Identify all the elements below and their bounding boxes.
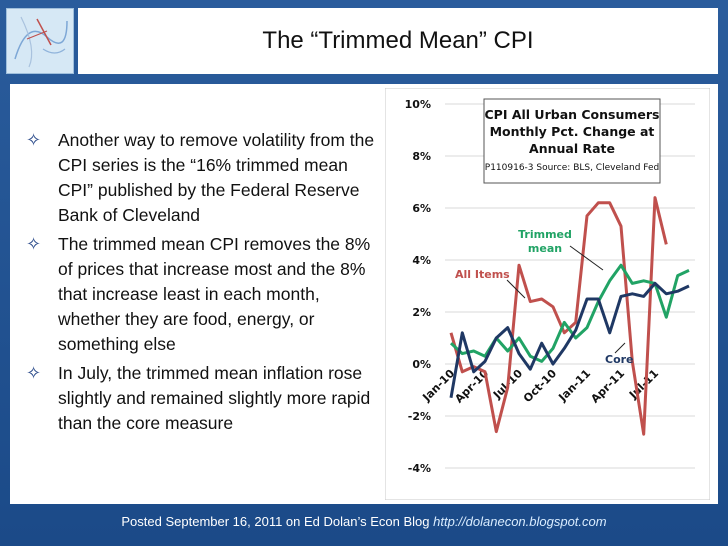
diamond-outline-icon: ✧ [26,234,42,254]
chart-title-line: Annual Rate [529,141,615,156]
chart-source: P110916-3 Source: BLS, Cleveland Fed [485,163,659,173]
series-line-core [449,281,690,399]
content-panel: ✧ Another way to remove volatility from … [10,84,718,504]
diamond-outline-icon: ✧ [26,130,42,150]
bullet-text: The trimmed mean CPI removes the 8% of p… [58,234,371,354]
annotation-arrow [614,342,626,354]
y-tick-label: 4% [412,254,431,267]
chart-title-line: Monthly Pct. Change at [490,124,655,139]
y-tick-label: 2% [412,306,431,319]
annotation-core: Core [605,353,634,366]
y-tick-label: -4% [408,462,431,475]
bullet-text: Another way to remove volatility from th… [58,130,375,225]
y-tick-label: 10% [405,98,431,111]
chart-title-line: CPI All Urban Consumers [485,107,660,122]
y-tick-label: -2% [408,410,431,423]
footer: Posted September 16, 2011 on Ed Dolan’s … [0,514,728,529]
logo [6,8,74,74]
slide-title: The “Trimmed Mean” CPI [262,27,534,54]
y-tick-label: 0% [412,358,431,371]
bullet-item: ✧ The trimmed mean CPI removes the 8% of… [18,232,378,357]
globe-logo-icon [7,9,73,73]
blog-link[interactable]: http://dolanecon.blogspot.com [433,514,607,529]
annotation-mean-label: mean [528,242,562,255]
diamond-outline-icon: ✧ [26,363,42,383]
annotation-arrow [569,245,604,271]
bullet-item: ✧ In July, the trimmed mean inflation ro… [18,361,378,436]
annotations: All Items Trimmed mean Core [455,228,634,366]
y-axis-ticks: -4% -2% 0% 2% 4% 6% 8% 10% [405,98,431,475]
bullet-list: ✧ Another way to remove volatility from … [18,128,378,440]
y-tick-label: 6% [412,202,431,215]
chart-series [449,196,690,436]
annotation-arrow [506,279,526,299]
annotation-trimmed-label: Trimmed [518,228,572,241]
bullet-text: In July, the trimmed mean inflation rose… [58,363,371,433]
y-tick-label: 8% [412,150,431,163]
bullet-item: ✧ Another way to remove volatility from … [18,128,378,228]
footer-text: Posted September 16, 2011 on Ed Dolan’s … [121,514,430,529]
title-bar: The “Trimmed Mean” CPI [78,8,718,74]
annotation-all-items: All Items [455,268,510,281]
series-line-all [449,196,668,436]
chart-title-box: CPI All Urban Consumers Monthly Pct. Cha… [483,98,661,184]
